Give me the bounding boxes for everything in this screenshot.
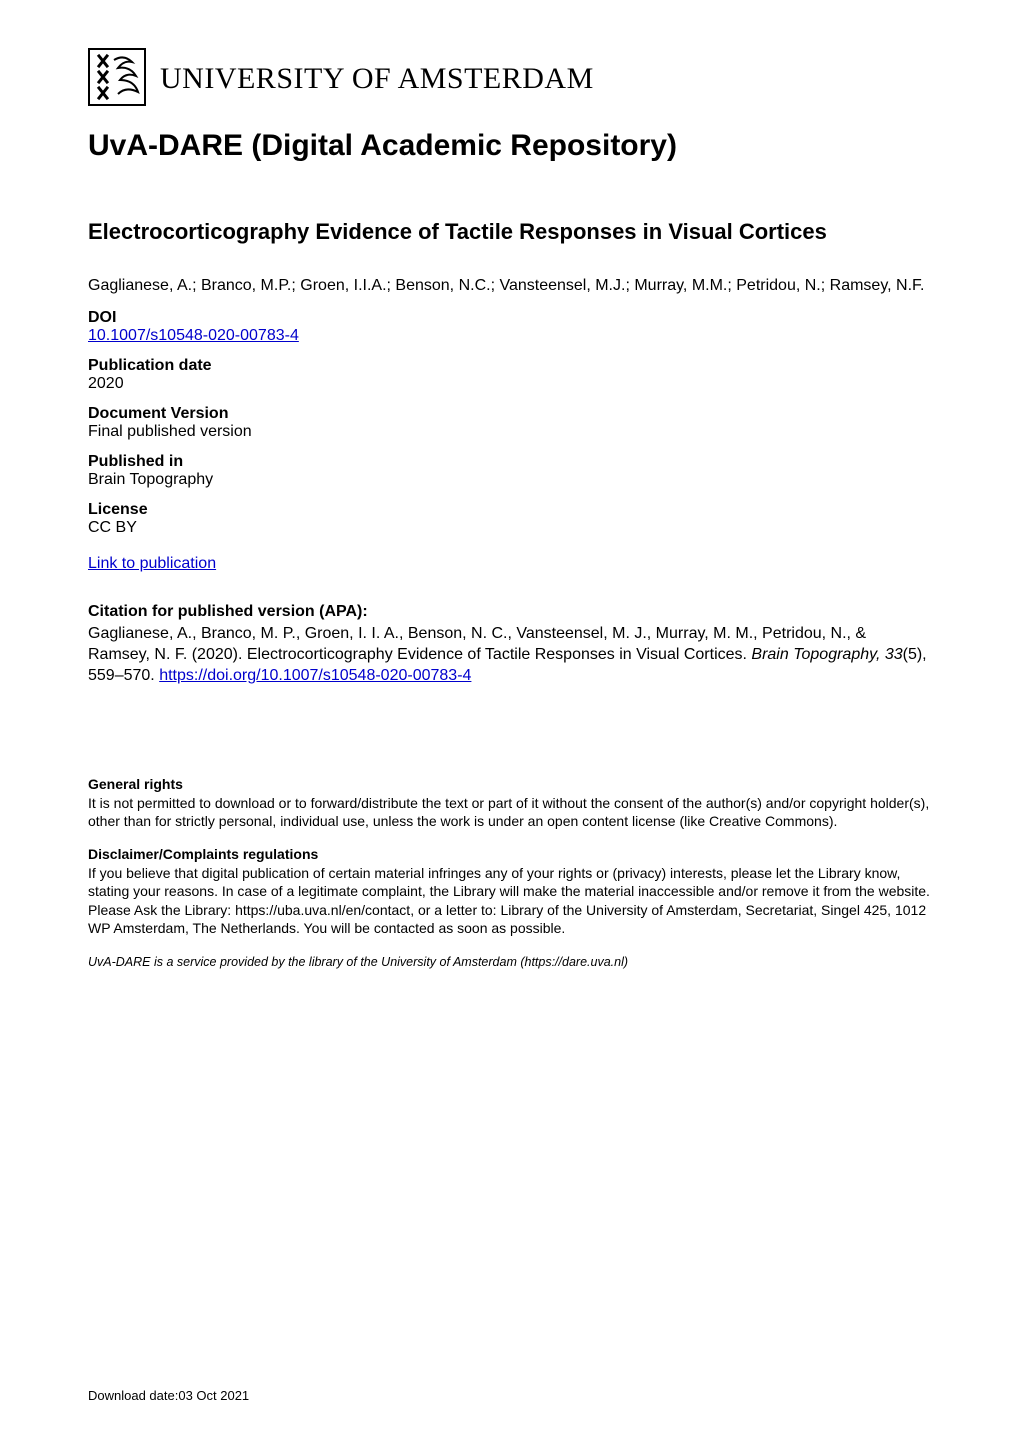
link-to-publication[interactable]: Link to publication bbox=[88, 555, 216, 573]
university-logo bbox=[88, 48, 146, 111]
page: UNIVERSITY OF AMSTERDAM UvA-DARE (Digita… bbox=[0, 0, 1020, 1443]
citation-volume: , 33 bbox=[876, 646, 903, 663]
general-rights-body: It is not permitted to download or to fo… bbox=[88, 794, 932, 830]
citation-journal: Brain Topography bbox=[751, 646, 876, 663]
university-name: UNIVERSITY OF AMSTERDAM bbox=[160, 48, 594, 96]
header: UNIVERSITY OF AMSTERDAM bbox=[88, 48, 932, 111]
footer-service-line: UvA-DARE is a service provided by the li… bbox=[88, 955, 932, 969]
publication-date-value: 2020 bbox=[88, 375, 932, 393]
published-in-label: Published in bbox=[88, 453, 932, 471]
citation-heading: Citation for published version (APA): bbox=[88, 603, 932, 621]
article-title: Electrocorticography Evidence of Tactile… bbox=[88, 219, 932, 245]
doi-label: DOI bbox=[88, 309, 932, 327]
publication-date-label: Publication date bbox=[88, 357, 932, 375]
disclaimer-heading: Disclaimer/Complaints regulations bbox=[88, 846, 932, 862]
citation-doi-link[interactable]: https://doi.org/10.1007/s10548-020-00783… bbox=[159, 667, 471, 684]
author-list: Gaglianese, A.; Branco, M.P.; Groen, I.I… bbox=[88, 275, 932, 297]
repository-title: UvA-DARE (Digital Academic Repository) bbox=[88, 129, 932, 163]
disclaimer-body: If you believe that digital publication … bbox=[88, 864, 932, 937]
citation-body: Gaglianese, A., Branco, M. P., Groen, I.… bbox=[88, 623, 932, 686]
license-label: License bbox=[88, 501, 932, 519]
license-value: CC BY bbox=[88, 519, 932, 537]
citation-text-pre: Gaglianese, A., Branco, M. P., Groen, I.… bbox=[88, 625, 866, 663]
document-version-label: Document Version bbox=[88, 405, 932, 423]
doi-link[interactable]: 10.1007/s10548-020-00783-4 bbox=[88, 327, 299, 344]
download-date: Download date:03 Oct 2021 bbox=[88, 1388, 249, 1403]
general-rights-heading: General rights bbox=[88, 776, 932, 792]
published-in-value: Brain Topography bbox=[88, 471, 932, 489]
document-version-value: Final published version bbox=[88, 423, 932, 441]
